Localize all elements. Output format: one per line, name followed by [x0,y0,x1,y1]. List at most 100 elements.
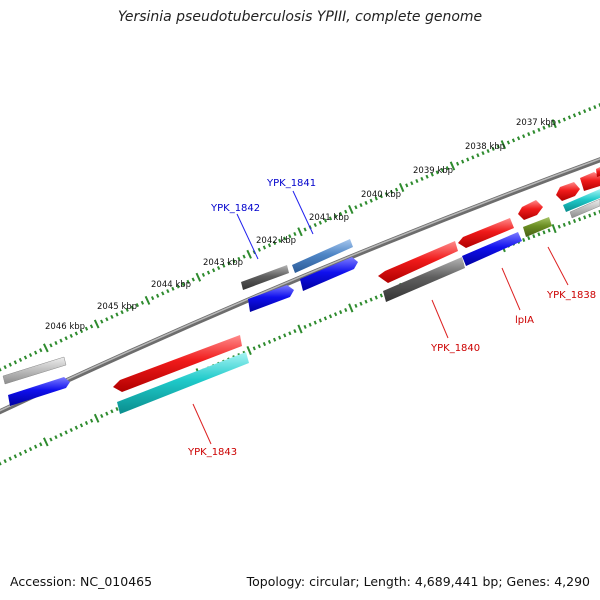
tick-mark [466,157,470,162]
tick-mark [39,348,43,353]
gene-feature-blue[interactable] [300,257,358,291]
tick-mark [522,237,526,242]
tick-mark [537,127,541,132]
gene-feature-red[interactable] [458,218,514,248]
leader-line [236,213,259,260]
gene-feature-red[interactable] [518,200,543,220]
tick-mark [449,161,456,171]
tick-label: 2046 kbp [45,322,85,332]
tick-label: 2044 kbp [151,280,191,290]
tick-mark [176,284,180,289]
tick-mark [181,282,185,287]
tick-mark [166,289,170,294]
tick-mark [313,222,317,228]
tick-mark [18,357,23,362]
tick-mark [297,227,303,237]
tick-mark [562,117,566,122]
tick-mark [344,209,348,214]
tick-mark [105,411,109,416]
tick-mark [135,303,140,308]
tick-mark [237,256,241,261]
tick-mark [455,161,460,166]
tick-mark [588,213,592,218]
tick-mark [374,295,378,300]
tick-mark [257,344,261,349]
tick-mark [551,119,557,129]
tick-mark [8,456,12,461]
tick-mark [389,189,394,194]
gene-feature-light-gray[interactable] [569,198,600,219]
tick-mark [532,130,536,134]
gene-feature-red[interactable] [113,335,242,392]
tick-mark [257,247,261,252]
gene-feature-dark-gray[interactable] [241,265,289,290]
tick-mark [191,277,195,282]
tick-mark [293,329,297,334]
tick-mark [593,211,597,216]
tick-mark [0,461,2,466]
gene-label: lpIA [515,315,534,326]
tick-mark [333,214,338,219]
tick-mark [222,263,226,268]
gene-feature-red[interactable] [556,182,580,201]
tick-label: 2041 kbp [309,213,349,223]
tick-mark [110,409,114,414]
tick-mark [64,336,68,341]
tick-mark [125,307,129,312]
tick-mark [216,265,221,271]
tick-mark [211,268,216,273]
gene-feature-red[interactable] [596,167,600,177]
tick-mark [557,224,561,229]
tick-mark [293,231,297,237]
gene-feature-steel-blue[interactable] [292,239,353,273]
gene-feature-red[interactable] [580,172,600,191]
tick-mark [110,314,114,319]
tick-mark [359,301,363,306]
tick-mark [3,365,7,370]
tick-mark [323,218,328,223]
gene-feature-cyan[interactable] [117,352,249,414]
tick-mark [471,155,475,160]
tick-mark [547,228,551,233]
gene-feature-red[interactable] [378,241,458,283]
tick-mark [155,293,160,298]
tick-mark [369,297,373,302]
tick-mark [201,272,206,277]
genome-info-text: Topology: circular; Length: 4,689,441 bp… [246,574,590,589]
tick-mark [527,132,531,137]
gene-feature-olive[interactable] [523,217,552,237]
gene-feature-blue[interactable] [248,285,294,312]
tick-mark [567,220,571,225]
gene-feature-blue[interactable] [8,377,70,406]
tick-label: 2045 kbp [97,302,137,312]
tick-mark [278,335,282,340]
tick-mark [64,430,68,435]
tick-mark [262,245,267,250]
gene-feature-cyan[interactable] [563,189,600,212]
tick-mark [232,259,236,264]
tick-mark [303,324,307,329]
tick-mark [288,331,292,336]
tick-mark [348,303,354,313]
tick-mark [379,293,383,298]
tick-mark [511,138,516,143]
gene-feature-light-gray[interactable] [2,356,67,385]
tick-mark [100,413,104,419]
tick-mark [527,236,531,241]
tick-mark [262,342,267,347]
gene-feature-blue[interactable] [462,232,522,266]
tick-mark [28,353,33,358]
tick-mark [364,299,368,304]
tick-mark [572,113,577,118]
tick-mark [461,159,465,164]
tick-mark [93,413,100,423]
tick-mark [537,232,541,237]
tick-mark [496,144,500,149]
tick-mark [532,234,536,239]
tick-mark [13,454,18,459]
tick-mark [93,319,100,329]
tick-mark [171,286,175,291]
tick-mark [246,249,252,259]
tick-mark [246,346,252,356]
gene-feature-dark-gray[interactable] [383,257,465,302]
